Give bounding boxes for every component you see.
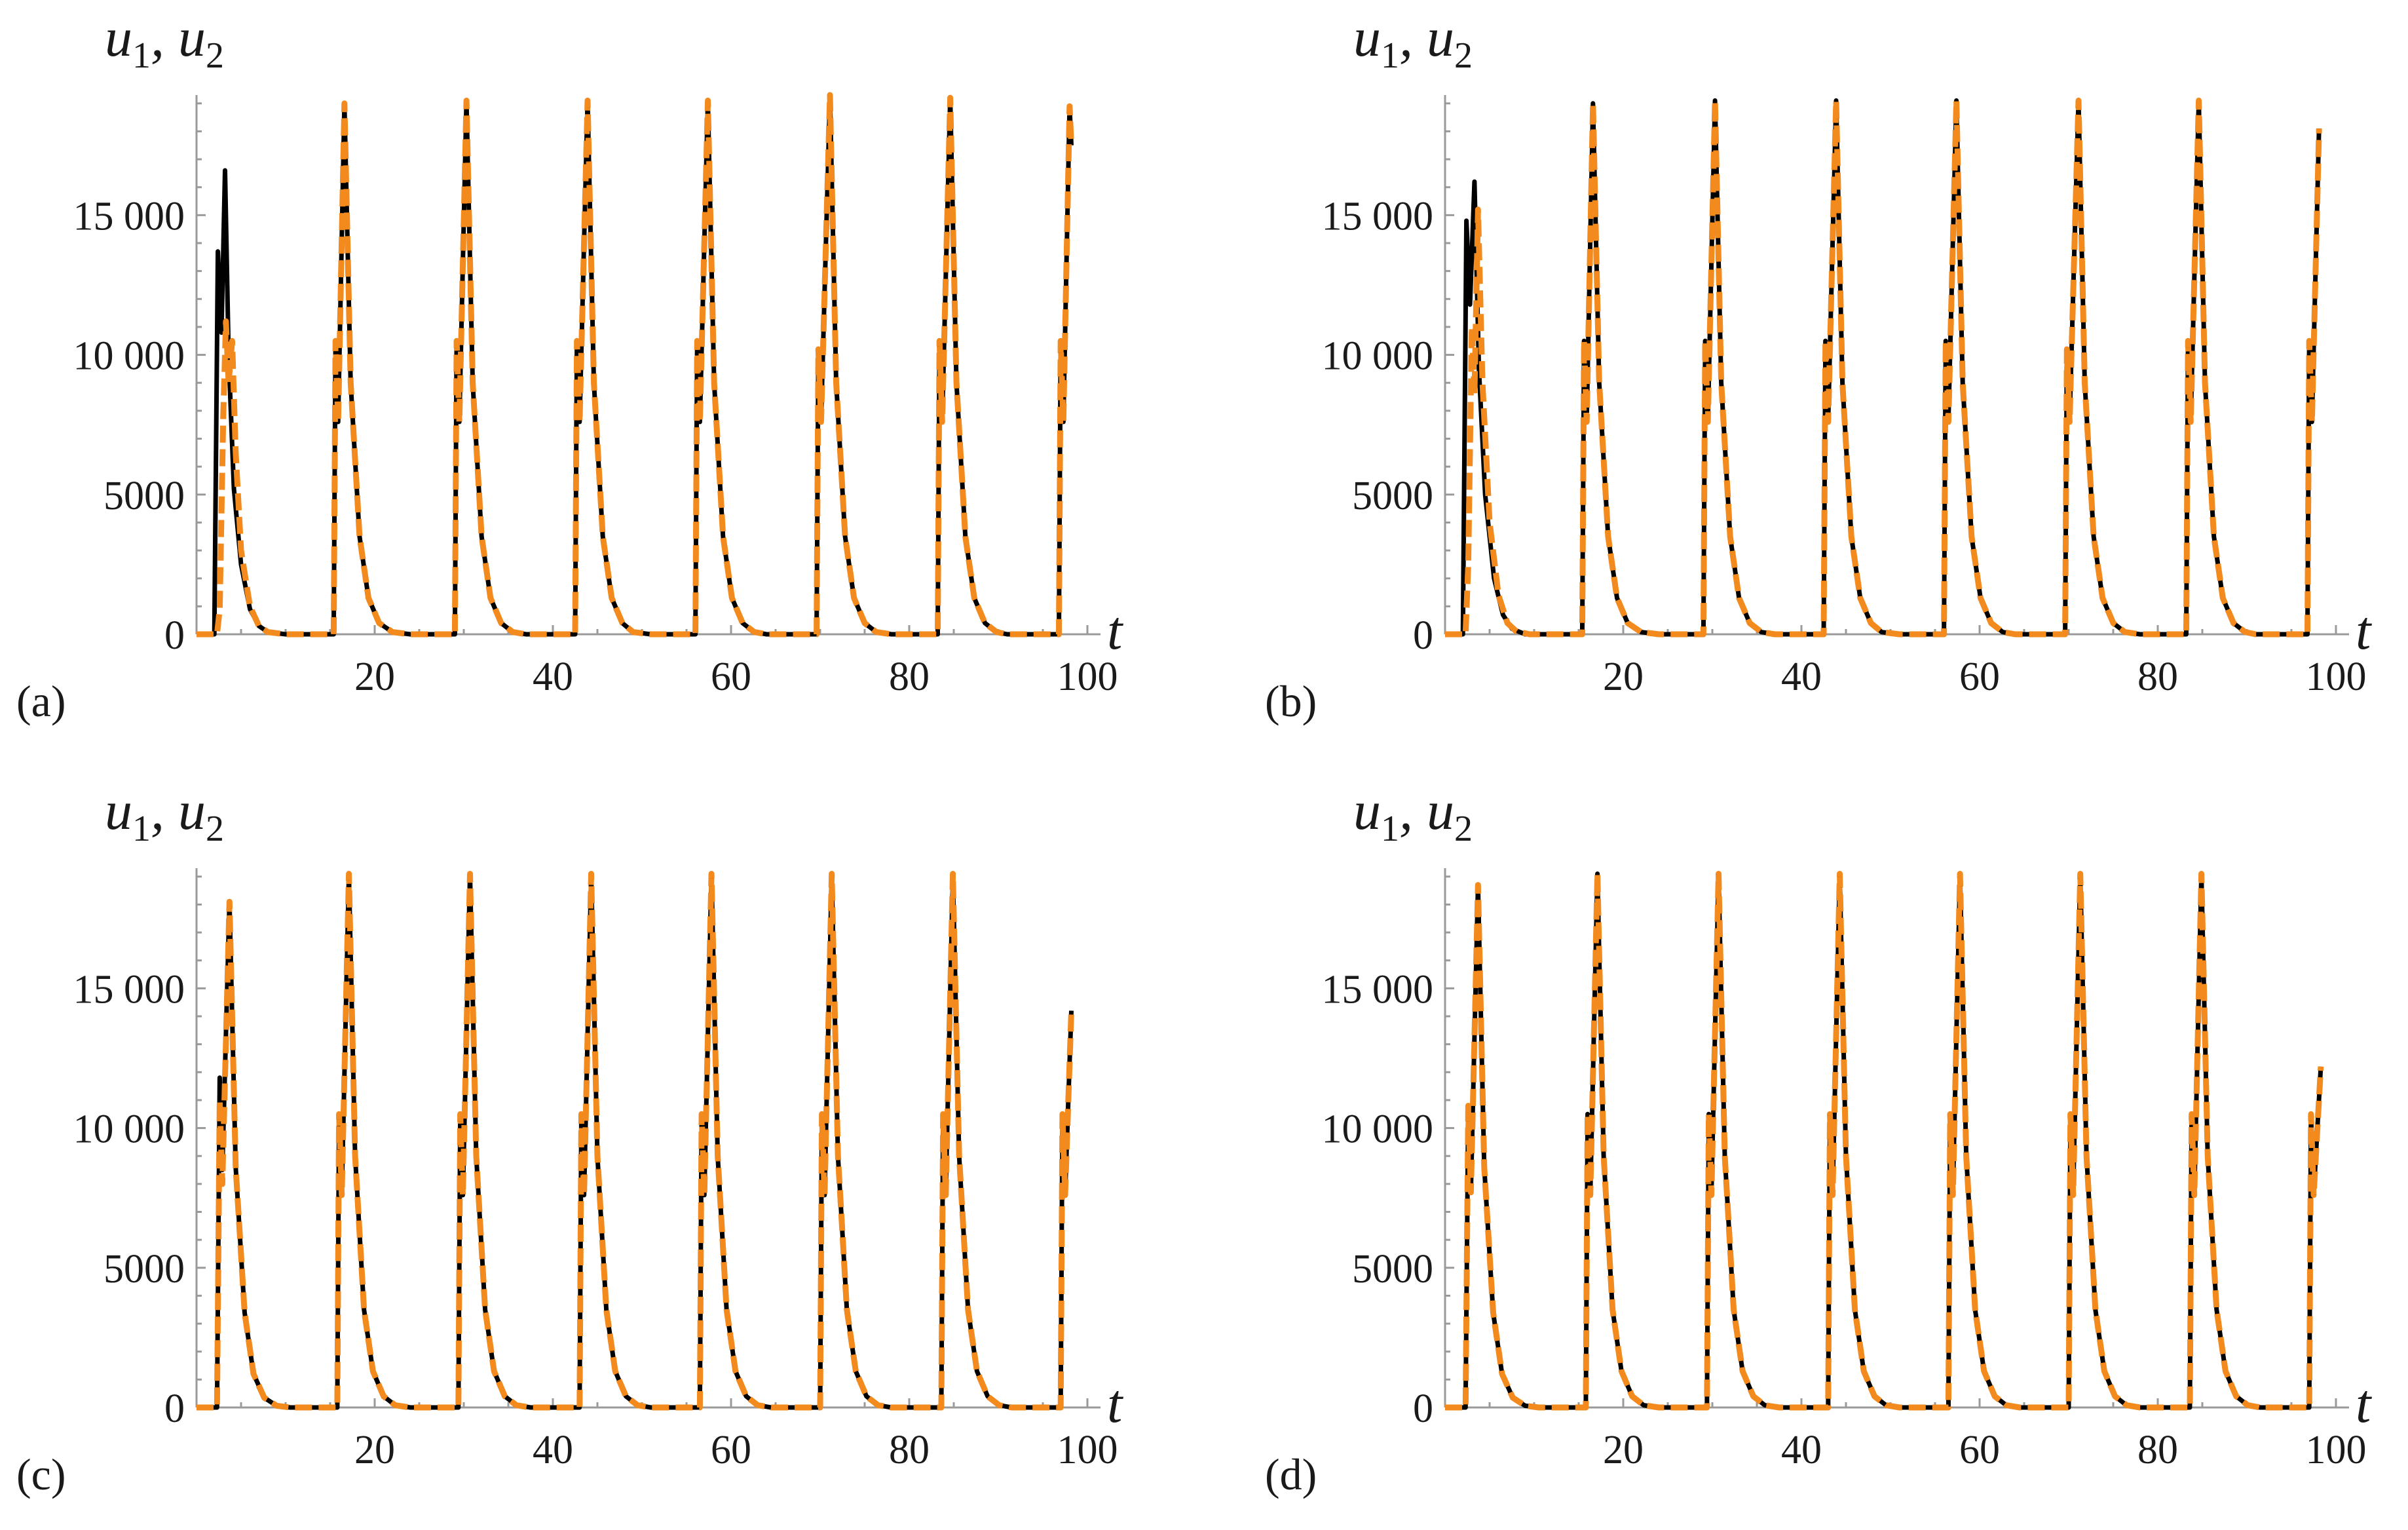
y-tick-label: 10 000 (73, 334, 185, 379)
y-tick-label: 15 000 (73, 967, 185, 1012)
y-tick-label: 10 000 (73, 1107, 185, 1152)
y-tick-label: 5000 (1352, 1247, 1433, 1291)
x-tick-label: 60 (1959, 655, 2000, 699)
y-axis-title-var: u (1427, 780, 1454, 841)
y-axis-title: u1, u2 (105, 780, 224, 849)
x-tick-label: 100 (1057, 655, 1118, 699)
series-line-u2 (197, 92, 1074, 638)
y-axis-title-var: u (105, 7, 132, 68)
y-tick-label: 10 000 (1322, 1107, 1434, 1152)
x-tick-label: 60 (1959, 1428, 2000, 1472)
x-tick-label: 60 (711, 1428, 751, 1472)
x-axis-title: t (2356, 1373, 2373, 1434)
y-axis-title-sub: 1 (132, 809, 151, 849)
panel-label: (b) (1265, 676, 1317, 726)
x-tick-label: 80 (2137, 1428, 2178, 1472)
x-tick-label: 100 (1057, 1428, 1118, 1472)
x-tick-label: 80 (889, 655, 930, 699)
y-axis-title-sep: , (1399, 780, 1427, 841)
x-tick-label: 20 (1603, 655, 1644, 699)
x-tick-label: 100 (2306, 1428, 2367, 1472)
y-tick-label: 0 (164, 1387, 185, 1431)
y-axis-title-var: u (1353, 7, 1381, 68)
panel-label: (a) (16, 676, 66, 726)
y-axis-title: u1, u2 (1353, 780, 1473, 849)
y-axis-title-var: u (1427, 7, 1454, 68)
y-axis-title-sub: 2 (206, 35, 224, 76)
panel-label: (c) (16, 1449, 66, 1499)
y-axis-title: u1, u2 (105, 7, 224, 76)
y-axis-title-sub: 1 (132, 35, 151, 76)
y-axis-title-var: u (105, 780, 132, 841)
y-axis-title-sub: 1 (1381, 35, 1399, 76)
y-tick-label: 5000 (103, 1247, 185, 1291)
x-tick-label: 80 (2137, 655, 2178, 699)
y-tick-label: 0 (1413, 1387, 1433, 1431)
x-tick-label: 80 (889, 1428, 930, 1472)
x-tick-label: 100 (2306, 655, 2367, 699)
y-axis-title-var: u (178, 780, 206, 841)
x-tick-label: 20 (354, 1428, 395, 1472)
y-tick-label: 15 000 (1322, 194, 1434, 239)
x-tick-label: 20 (354, 655, 395, 699)
y-axis-title-sub: 1 (1381, 809, 1399, 849)
y-tick-label: 15 000 (1322, 967, 1434, 1012)
series-line-u2 (1445, 98, 2322, 638)
x-tick-label: 40 (533, 1428, 573, 1472)
y-axis-title: u1, u2 (1353, 7, 1473, 76)
y-tick-label: 5000 (103, 474, 185, 518)
y-tick-label: 0 (1413, 613, 1433, 658)
y-axis-title-var: u (178, 7, 206, 68)
x-axis-title: t (1107, 1373, 1124, 1434)
y-axis-title-sub: 2 (1454, 809, 1473, 849)
x-tick-label: 40 (1781, 1428, 1822, 1472)
y-axis-title-sep: , (1399, 7, 1427, 68)
x-axis-title: t (1107, 600, 1124, 661)
x-tick-label: 20 (1603, 1428, 1644, 1472)
x-tick-label: 40 (1781, 655, 1822, 699)
y-tick-label: 0 (164, 613, 185, 658)
y-axis-title-sub: 2 (206, 809, 224, 849)
y-tick-label: 15 000 (73, 194, 185, 239)
y-tick-label: 10 000 (1322, 334, 1434, 379)
x-axis-title: t (2356, 600, 2373, 661)
series-line-u2 (1445, 871, 2324, 1411)
y-axis-title-sep: , (151, 7, 178, 68)
y-axis-title-var: u (1353, 780, 1381, 841)
y-axis-title-sep: , (151, 780, 178, 841)
y-tick-label: 5000 (1352, 474, 1433, 518)
x-tick-label: 40 (533, 655, 573, 699)
y-axis-title-sub: 2 (1454, 35, 1473, 76)
x-tick-label: 60 (711, 655, 751, 699)
series-line-u2 (197, 871, 1074, 1411)
panel-label: (d) (1265, 1449, 1317, 1499)
